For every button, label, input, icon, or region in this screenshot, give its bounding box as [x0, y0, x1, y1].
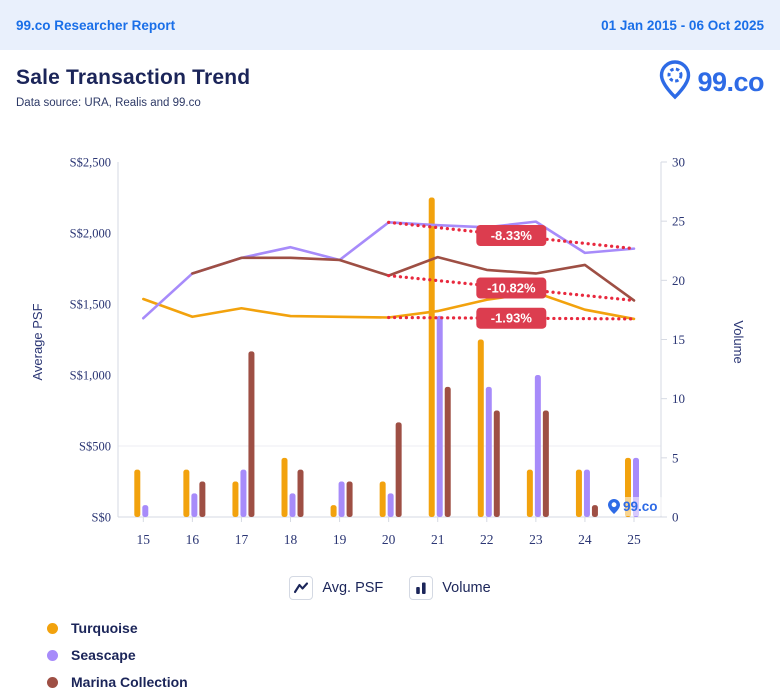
volume-bar-marina-collection	[591, 505, 598, 517]
brand-logo: 99.co	[658, 60, 764, 105]
psf-line-marina-collection	[191, 255, 636, 302]
sale-transaction-trend-chart: S$0 S$500 S$1,000 S$1,500 S$2,000 S$2,500 0 5 10…	[30, 155, 746, 548]
volume-bar-turquoise	[477, 339, 484, 517]
volume-bar-turquoise	[428, 197, 435, 517]
psf-tick-label: S$500	[79, 440, 111, 454]
volume-bar-turquoise	[379, 481, 386, 517]
volume-bar-turquoise	[330, 505, 337, 517]
volume-bars-icon	[409, 576, 434, 600]
volume-tick-label: 15	[672, 332, 685, 347]
volume-bar-turquoise	[134, 469, 141, 517]
volume-tick-label: 10	[672, 391, 685, 406]
page-title: Sale Transaction Trend	[16, 66, 251, 89]
report-date-range: 01 Jan 2015 - 06 Oct 2025	[601, 17, 764, 33]
psf-tick-label: S$1,000	[70, 369, 111, 383]
volume-bar-marina-collection	[199, 481, 206, 517]
chart-type-legend: Avg. PSF Volume	[0, 576, 780, 600]
legend-item-marina-collection: Marina Collection	[47, 674, 188, 690]
year-tick-label: 15	[137, 532, 151, 547]
year-tick-label: 17	[235, 532, 249, 547]
year-tick-label: 22	[480, 532, 494, 547]
trend-badge-label: -1.93%	[491, 311, 533, 326]
volume-bar-marina-collection	[248, 351, 255, 517]
year-tick-label: 21	[431, 532, 445, 547]
year-tick-label: 16	[186, 532, 200, 547]
psf-tick-label: S$2,500	[70, 156, 111, 170]
volume-bar-seascape	[583, 469, 590, 517]
volume-bar-turquoise	[281, 457, 288, 517]
volume-bar-turquoise	[232, 481, 239, 517]
volume-legend-label: Volume	[442, 580, 491, 596]
brand-logo-text: 99.co	[697, 67, 764, 97]
volume-tick-label: 20	[672, 273, 685, 288]
volume-bar-marina-collection	[297, 469, 304, 517]
volume-bar-marina-collection	[493, 410, 500, 517]
volume-bar-seascape	[534, 375, 541, 517]
trend-badge-label: -10.82%	[487, 281, 536, 296]
volume-tick-label: 0	[672, 510, 679, 525]
data-source-note: Data source: URA, Realis and 99.co	[16, 97, 201, 109]
report-header-title: 99.co Researcher Report	[16, 17, 176, 33]
volume-bar-marina-collection	[346, 481, 353, 517]
trend-badge-label: -8.33%	[491, 228, 533, 243]
volume-bar-seascape	[289, 493, 296, 517]
chart-watermark: 99.co	[604, 497, 668, 516]
year-tick-label: 24	[578, 532, 592, 547]
volume-bar-turquoise	[575, 469, 582, 517]
volume-bar-turquoise	[526, 469, 533, 517]
legend-item-seascape: Seascape	[47, 647, 188, 663]
volume-bar-marina-collection	[542, 410, 549, 517]
year-tick-label: 19	[333, 532, 347, 547]
seascape-dot-icon	[47, 649, 58, 661]
year-tick-label: 20	[382, 532, 396, 547]
trend-badge	[476, 307, 547, 329]
year-tick-label: 23	[529, 532, 543, 547]
volume-tick-label: 25	[672, 214, 685, 229]
volume-bar-seascape	[338, 481, 345, 517]
right-axis-title: Volume	[731, 320, 746, 363]
psf-tick-label: S$1,500	[70, 298, 111, 312]
volume-tick-label: 30	[672, 155, 685, 170]
avg-psf-legend-label: Avg. PSF	[322, 580, 384, 596]
marina-collection-dot-icon	[47, 676, 58, 688]
volume-tick-label: 5	[672, 450, 679, 465]
psf-line-turquoise	[142, 291, 636, 321]
year-tick-label: 18	[284, 532, 298, 547]
psf-tick-label: S$2,000	[70, 227, 111, 241]
volume-bar-seascape	[485, 386, 492, 517]
volume-bar-marina-collection	[395, 422, 402, 517]
title-block: Sale Transaction Trend Data source: URA,…	[16, 66, 250, 109]
trend-badge	[476, 277, 547, 299]
volume-bar-seascape	[142, 505, 149, 517]
volume-bar-seascape	[436, 315, 443, 517]
year-tick-label: 25	[627, 532, 641, 547]
legend-item-turquoise: Turquoise	[47, 620, 188, 636]
volume-bar-turquoise	[183, 469, 190, 517]
series-legend: Turquoise Seascape Marina Collection	[47, 620, 188, 690]
trend-badge	[476, 224, 547, 246]
report-header: 99.co Researcher Report 01 Jan 2015 - 06…	[0, 0, 780, 50]
volume-bar-marina-collection	[444, 386, 451, 517]
volume-bar-seascape	[387, 493, 394, 517]
left-axis-title: Average PSF	[30, 303, 45, 380]
watermark-text: 99.co	[623, 499, 658, 514]
volume-bar-seascape	[191, 493, 198, 517]
psf-tick-label: S$0	[92, 511, 111, 525]
map-pin-icon	[658, 60, 692, 105]
volume-bar-seascape	[240, 469, 247, 517]
turquoise-dot-icon	[47, 622, 58, 634]
avg-psf-line-icon	[289, 576, 314, 600]
